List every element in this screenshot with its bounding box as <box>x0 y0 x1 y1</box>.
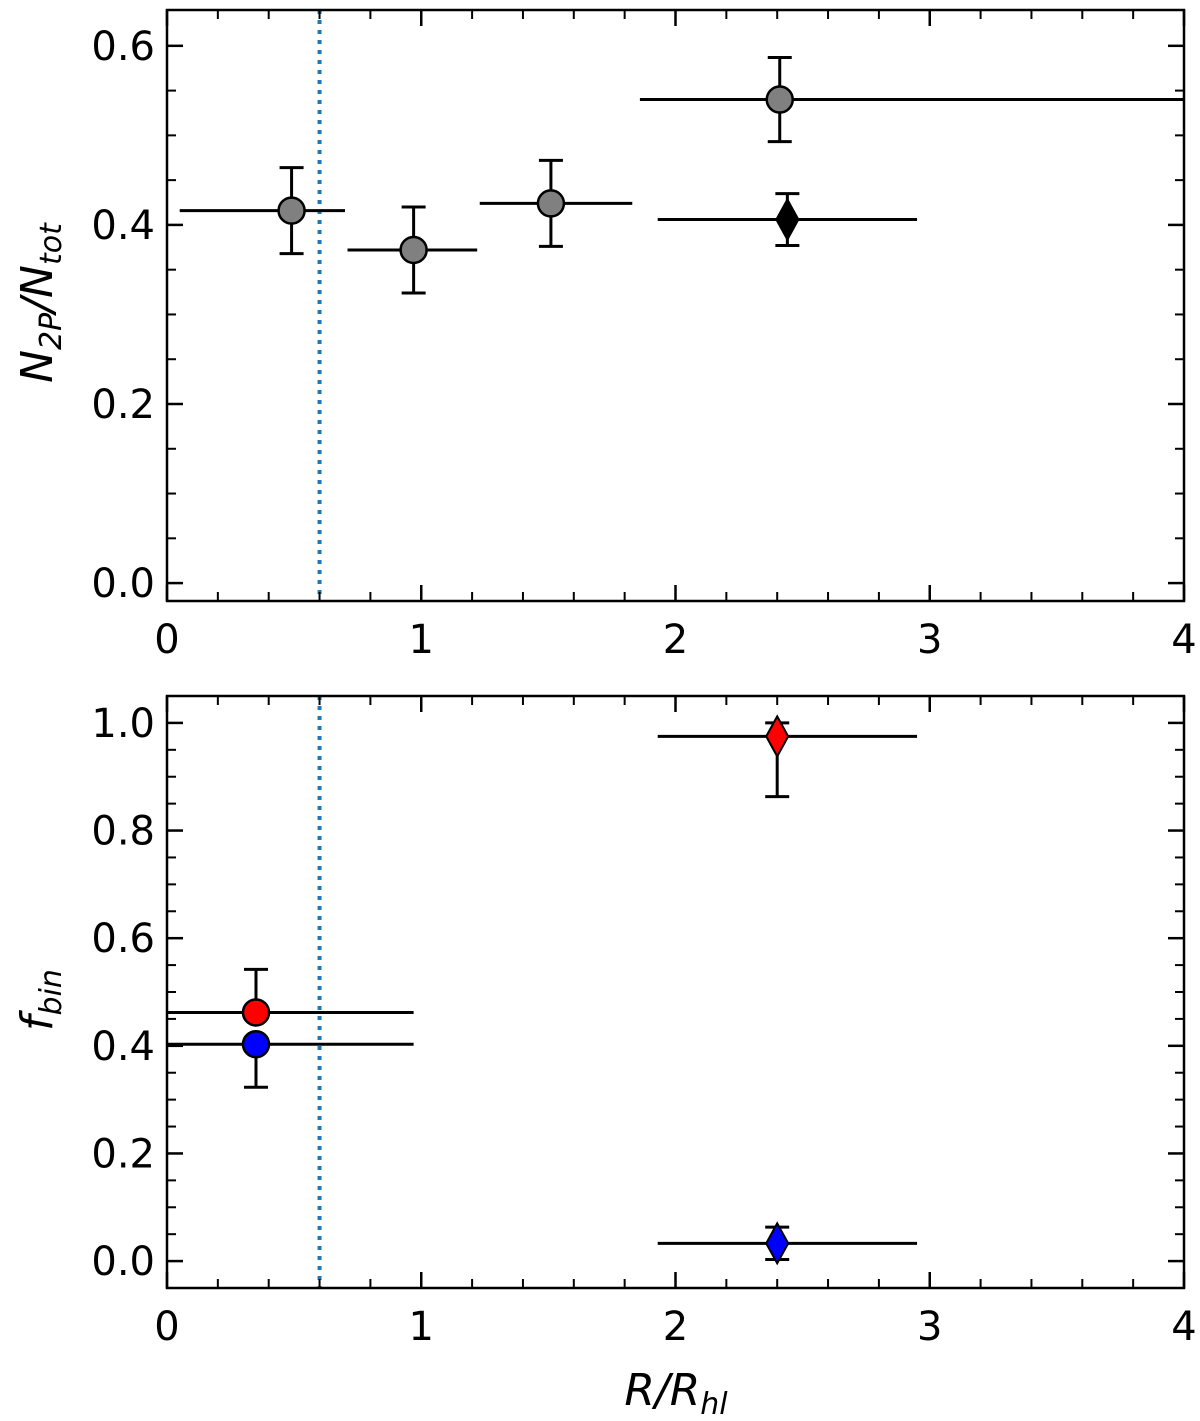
x-tick-label: 0 <box>154 1304 179 1350</box>
y-tick-label: 0.2 <box>91 382 155 428</box>
y-tick-label: 0.2 <box>91 1131 155 1177</box>
data-point-diamond <box>775 197 800 242</box>
y-tick-label: 0.4 <box>91 203 155 249</box>
y-tick-label: 0.6 <box>91 24 155 70</box>
x-tick-label: 2 <box>663 617 688 663</box>
data-point-circle <box>765 85 794 114</box>
bottom-panel-fbin: 0 1 2 3 4 0.0 0.2 0.4 0.6 0.8 1.0 fbin R/Rhl <box>12 694 1197 1421</box>
bottom-plot-area: 0 1 2 3 4 0.0 0.2 0.4 0.6 0.8 1.0 <box>91 694 1197 1350</box>
data-point-circle <box>536 189 566 218</box>
x-tick-label: 0 <box>154 617 179 663</box>
bottom-x-axis-label: R/Rhl <box>624 1365 728 1421</box>
y-tick-label: 0.0 <box>91 1239 155 1285</box>
data-point-circle <box>277 196 306 225</box>
data-point-circle <box>241 1029 271 1059</box>
x-tick-label: 3 <box>917 617 942 663</box>
data-point-diamond <box>765 1221 790 1266</box>
bottom-y-axis-label: fbin <box>12 969 69 1031</box>
data-point-diamond <box>765 714 790 759</box>
x-tick-label: 3 <box>917 1304 942 1350</box>
y-tick-label: 0.6 <box>91 916 155 962</box>
y-tick-label: 0.8 <box>91 809 155 855</box>
x-tick-label: 1 <box>409 617 434 663</box>
plot-frame <box>165 694 1186 1290</box>
y-tick-label: 1.0 <box>91 701 155 747</box>
top-plot-area: 0 1 2 3 4 0.0 0.2 0.4 0.6 <box>91 8 1197 663</box>
data-point-circle <box>241 998 271 1027</box>
x-tick-label: 1 <box>409 1304 434 1350</box>
top-y-axis-label: N2P/Ntot <box>12 222 69 383</box>
y-tick-label: 0.0 <box>91 561 155 607</box>
x-tick-label: 2 <box>663 1304 688 1350</box>
x-tick-label: 4 <box>1171 617 1196 663</box>
top-panel-nfraction: 0 1 2 3 4 0.0 0.2 0.4 0.6 N2P/Ntot <box>12 8 1197 663</box>
plot-frame <box>165 8 1186 603</box>
x-tick-label: 4 <box>1171 1304 1196 1350</box>
data-point-circle <box>399 235 428 265</box>
y-tick-label: 0.4 <box>91 1024 155 1070</box>
